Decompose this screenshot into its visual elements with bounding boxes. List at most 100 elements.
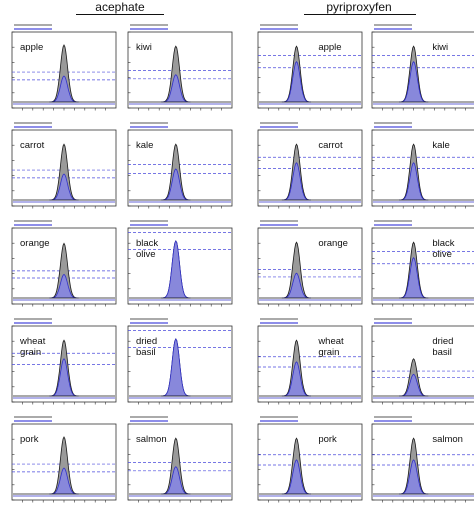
matrix-label: carrot <box>318 140 343 151</box>
qualifier-peak <box>161 168 191 201</box>
plot-frame <box>257 129 363 207</box>
qualifier-peak <box>161 338 191 397</box>
matrix-label-line: pork <box>318 434 337 445</box>
qualifier-peak <box>399 459 429 495</box>
plot-frame <box>257 325 363 403</box>
matrix-label: orange <box>20 238 50 249</box>
matrix-label: black olive <box>432 238 454 260</box>
matrix-label-line: apple <box>20 42 43 53</box>
matrix-label-line: kiwi <box>136 42 152 53</box>
matrix-label-line: black <box>432 238 454 249</box>
matrix-label-line: apple <box>318 42 341 53</box>
plot-frame <box>257 31 363 109</box>
column-title-rule-acephate <box>76 14 164 15</box>
quantifier-peak <box>49 44 79 103</box>
plot-frame <box>257 423 363 501</box>
column-title-acephate: acephate <box>95 0 145 14</box>
qualifier-peak <box>399 373 429 397</box>
qualifier-peak <box>161 74 191 103</box>
matrix-label: salmon <box>432 434 463 445</box>
quantifier-peak <box>161 45 191 103</box>
panel-acephate-pork: pork <box>11 416 117 503</box>
panel-pyriproxyfen-pork: pork <box>257 416 363 503</box>
matrix-label: dried basil <box>136 336 157 358</box>
matrix-label-line: grain <box>318 347 339 358</box>
matrix-label: salmon <box>136 434 167 445</box>
qualifier-peak <box>281 61 311 103</box>
qualifier-peak <box>49 173 79 201</box>
matrix-label: kiwi <box>432 42 448 53</box>
column-title-rule-pyriproxyfen <box>304 14 416 15</box>
panel-acephate-black-olive: black olive <box>127 220 233 307</box>
quantifier-peak <box>49 242 79 299</box>
qualifier-peak <box>49 75 79 103</box>
panel-pyriproxyfen-salmon: salmon <box>371 416 474 503</box>
matrix-label-line: carrot <box>20 140 45 151</box>
matrix-label-line: salmon <box>432 434 463 445</box>
plot-frame <box>371 227 474 305</box>
matrix-label-line: grain <box>20 347 41 358</box>
quantifier-peak <box>281 241 311 299</box>
quantifier-peak <box>161 437 191 495</box>
matrix-label-line: kale <box>136 140 153 151</box>
matrix-label-line: black <box>136 238 158 249</box>
qualifier-peak <box>281 459 311 495</box>
qualifier-peak <box>281 361 311 397</box>
matrix-label-line: pork <box>20 434 39 445</box>
qualifier-peak <box>49 273 79 299</box>
matrix-label-line: carrot <box>318 140 343 151</box>
matrix-label-line: olive <box>136 249 156 260</box>
matrix-label: pork <box>20 434 39 445</box>
matrix-label-line: olive <box>432 249 452 260</box>
matrix-label-line: kiwi <box>432 42 448 53</box>
matrix-label: kale <box>136 140 153 151</box>
matrix-label: pork <box>318 434 337 445</box>
panel-acephate-salmon: salmon <box>127 416 233 503</box>
qualifier-peak <box>281 162 311 201</box>
qualifier-peak <box>399 257 429 299</box>
matrix-label: kale <box>432 140 449 151</box>
panel-pyriproxyfen-kiwi: kiwi <box>371 24 474 111</box>
matrix-label: apple <box>20 42 43 53</box>
panel-acephate-wheat-grain: wheat grain <box>11 318 117 405</box>
plot-frame <box>371 129 474 207</box>
matrix-label: apple <box>318 42 341 53</box>
matrix-label: carrot <box>20 140 45 151</box>
matrix-label: orange <box>318 238 348 249</box>
panel-pyriproxyfen-dried-basil: dried basil <box>371 318 474 405</box>
panel-acephate-kiwi: kiwi <box>127 24 233 111</box>
qualifier-peak <box>161 240 191 299</box>
qualifier-peak <box>161 466 191 495</box>
matrix-label-line: basil <box>136 347 156 358</box>
column-title-pyriproxyfen: pyriproxyfen <box>326 0 392 14</box>
matrix-label-line: kale <box>432 140 449 151</box>
matrix-label: wheat grain <box>19 336 46 358</box>
matrix-label: dried basil <box>432 336 453 358</box>
panel-acephate-orange: orange <box>11 220 117 307</box>
matrix-label-line: basil <box>432 347 452 358</box>
panel-acephate-dried-basil: dried basil <box>127 318 233 405</box>
matrix-label-line: wheat <box>317 336 344 347</box>
panel-acephate-carrot: carrot <box>11 122 117 209</box>
matrix-label-line: orange <box>318 238 348 249</box>
matrix-label-line: dried <box>432 336 453 347</box>
matrix-label: kiwi <box>136 42 152 53</box>
qualifier-peak <box>399 61 429 103</box>
qualifier-peak <box>49 358 79 397</box>
panel-acephate-apple: apple <box>11 24 117 111</box>
quantifier-peak <box>49 143 79 201</box>
panel-acephate-kale: kale <box>127 122 233 209</box>
plot-frame <box>371 31 474 109</box>
quantifier-peak <box>49 436 79 495</box>
qualifier-peak <box>399 162 429 201</box>
plot-frame <box>371 325 474 403</box>
matrix-label-line: orange <box>20 238 50 249</box>
qualifier-peak <box>281 272 311 299</box>
panel-pyriproxyfen-apple: apple <box>257 24 363 111</box>
matrix-label: wheat grain <box>317 336 344 358</box>
panel-pyriproxyfen-carrot: carrot <box>257 122 363 209</box>
matrix-label-line: dried <box>136 336 157 347</box>
panel-pyriproxyfen-orange: orange <box>257 220 363 307</box>
